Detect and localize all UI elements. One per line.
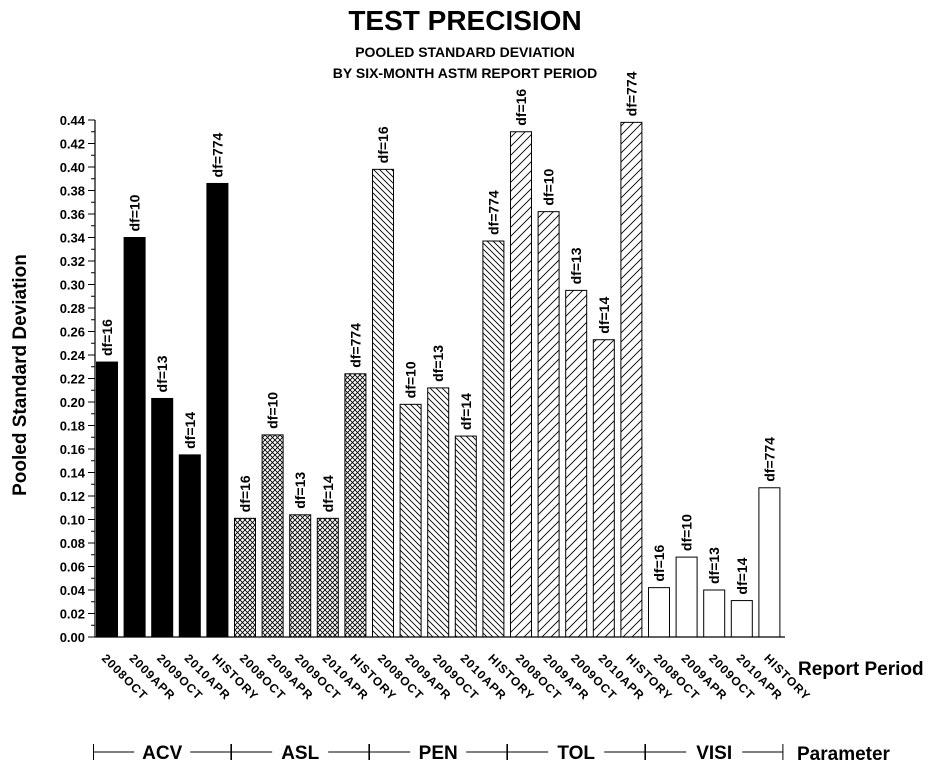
bar	[620, 121, 643, 638]
data-label: df=774	[347, 323, 363, 368]
bar	[675, 556, 698, 638]
data-label: df=774	[761, 437, 777, 482]
y-tick-label: 0.18	[60, 419, 85, 434]
y-tick-label: 0.32	[60, 254, 85, 269]
bar	[96, 361, 118, 638]
y-tick-label: 0.04	[60, 583, 86, 598]
bar	[537, 211, 560, 638]
group-axis-label: Parameter	[797, 744, 891, 765]
chart-subtitle-line-2: BY SIX-MONTH ASTM REPORT PERIOD	[333, 65, 597, 81]
y-tick-label: 0.26	[60, 325, 85, 340]
data-label: df=14	[458, 393, 474, 430]
y-tick-label: 0.06	[60, 560, 85, 575]
y-tick-label: 0.36	[60, 207, 85, 222]
bars: df=16 df=10 df=13 df=14 df=774 df=16 df=10 df=1…	[96, 71, 781, 638]
group-label: ASL	[281, 743, 319, 764]
y-tick-label: 0.24	[60, 348, 86, 363]
y-tick-label: 0.38	[60, 184, 85, 199]
y-tick-label: 0.22	[60, 372, 85, 387]
y-tick-label: 0.42	[60, 137, 85, 152]
group-label: PEN	[419, 743, 458, 764]
data-label: df=16	[651, 544, 667, 581]
bar	[510, 131, 532, 638]
y-tick-label: 0.40	[60, 160, 85, 175]
data-label: df=14	[320, 475, 336, 512]
data-label: df=774	[485, 190, 501, 235]
bar	[178, 454, 201, 638]
y-axis: 0.00 0.02 0.04 0.06 0.08 0.10 0.12 0.14 0.16 0.18…	[60, 113, 96, 645]
data-label: df=16	[375, 126, 391, 163]
y-tick-label: 0.34	[60, 231, 86, 246]
bar	[344, 373, 367, 638]
bar	[703, 589, 726, 638]
y-tick-label: 0.08	[60, 536, 85, 551]
group-label: VISI	[696, 743, 732, 764]
y-tick-label: 0.02	[60, 607, 85, 622]
data-label: df=774	[623, 71, 639, 116]
data-label: df=10	[541, 168, 557, 205]
x-axis: 2008OCT2009APR2009OCT2010APRHISTORY2008O…	[95, 636, 813, 703]
data-label: df=13	[568, 247, 584, 284]
y-axis-label: Pooled Standard Deviation	[10, 254, 31, 496]
data-label: df=10	[127, 194, 143, 231]
y-tick-label: 0.30	[60, 278, 85, 293]
bar	[289, 514, 312, 638]
group-label: TOL	[557, 743, 595, 764]
y-tick-label: 0.20	[60, 395, 85, 410]
bar	[758, 487, 781, 638]
bar	[592, 339, 615, 638]
bar	[482, 240, 505, 638]
bar	[399, 403, 422, 638]
bar	[234, 517, 256, 638]
y-tick-label: 0.16	[60, 442, 85, 457]
y-tick-label: 0.10	[60, 513, 85, 528]
data-label: df=14	[734, 557, 750, 594]
bar	[261, 434, 284, 638]
data-label: df=774	[209, 132, 225, 177]
bar	[427, 387, 450, 638]
y-tick-label: 0.44	[60, 113, 86, 128]
bar	[372, 168, 394, 638]
y-tick-label: 0.28	[60, 301, 85, 316]
bar	[565, 289, 588, 638]
data-label: df=16	[99, 319, 115, 356]
group-label: ACV	[142, 743, 182, 764]
data-label: df=16	[513, 89, 529, 126]
bar	[206, 182, 229, 638]
bar	[454, 435, 477, 638]
y-tick-label: 0.12	[60, 489, 85, 504]
data-label: df=13	[706, 547, 722, 584]
data-label: df=10	[679, 514, 695, 551]
data-label: df=14	[596, 297, 612, 334]
bar	[730, 600, 753, 638]
group-axis: ACV ASL PEN TOL VISI	[93, 743, 784, 764]
data-label: df=13	[292, 472, 308, 509]
data-label: df=13	[154, 355, 170, 392]
data-label: df=14	[182, 412, 198, 449]
data-label: df=10	[265, 392, 281, 429]
chart-subtitle-line-1: POOLED STANDARD DEVIATION	[355, 44, 575, 60]
chart-title: TEST PRECISION	[348, 5, 581, 36]
data-label: df=16	[237, 475, 253, 512]
y-tick-label: 0.14	[60, 466, 86, 481]
y-tick-label: 0.00	[60, 630, 85, 645]
x-axis-label: Report Period	[798, 659, 924, 680]
bar	[123, 237, 146, 638]
bar	[316, 517, 339, 638]
data-label: df=13	[430, 345, 446, 382]
data-label: df=10	[403, 361, 419, 398]
bar	[151, 397, 174, 638]
bar	[648, 587, 670, 638]
